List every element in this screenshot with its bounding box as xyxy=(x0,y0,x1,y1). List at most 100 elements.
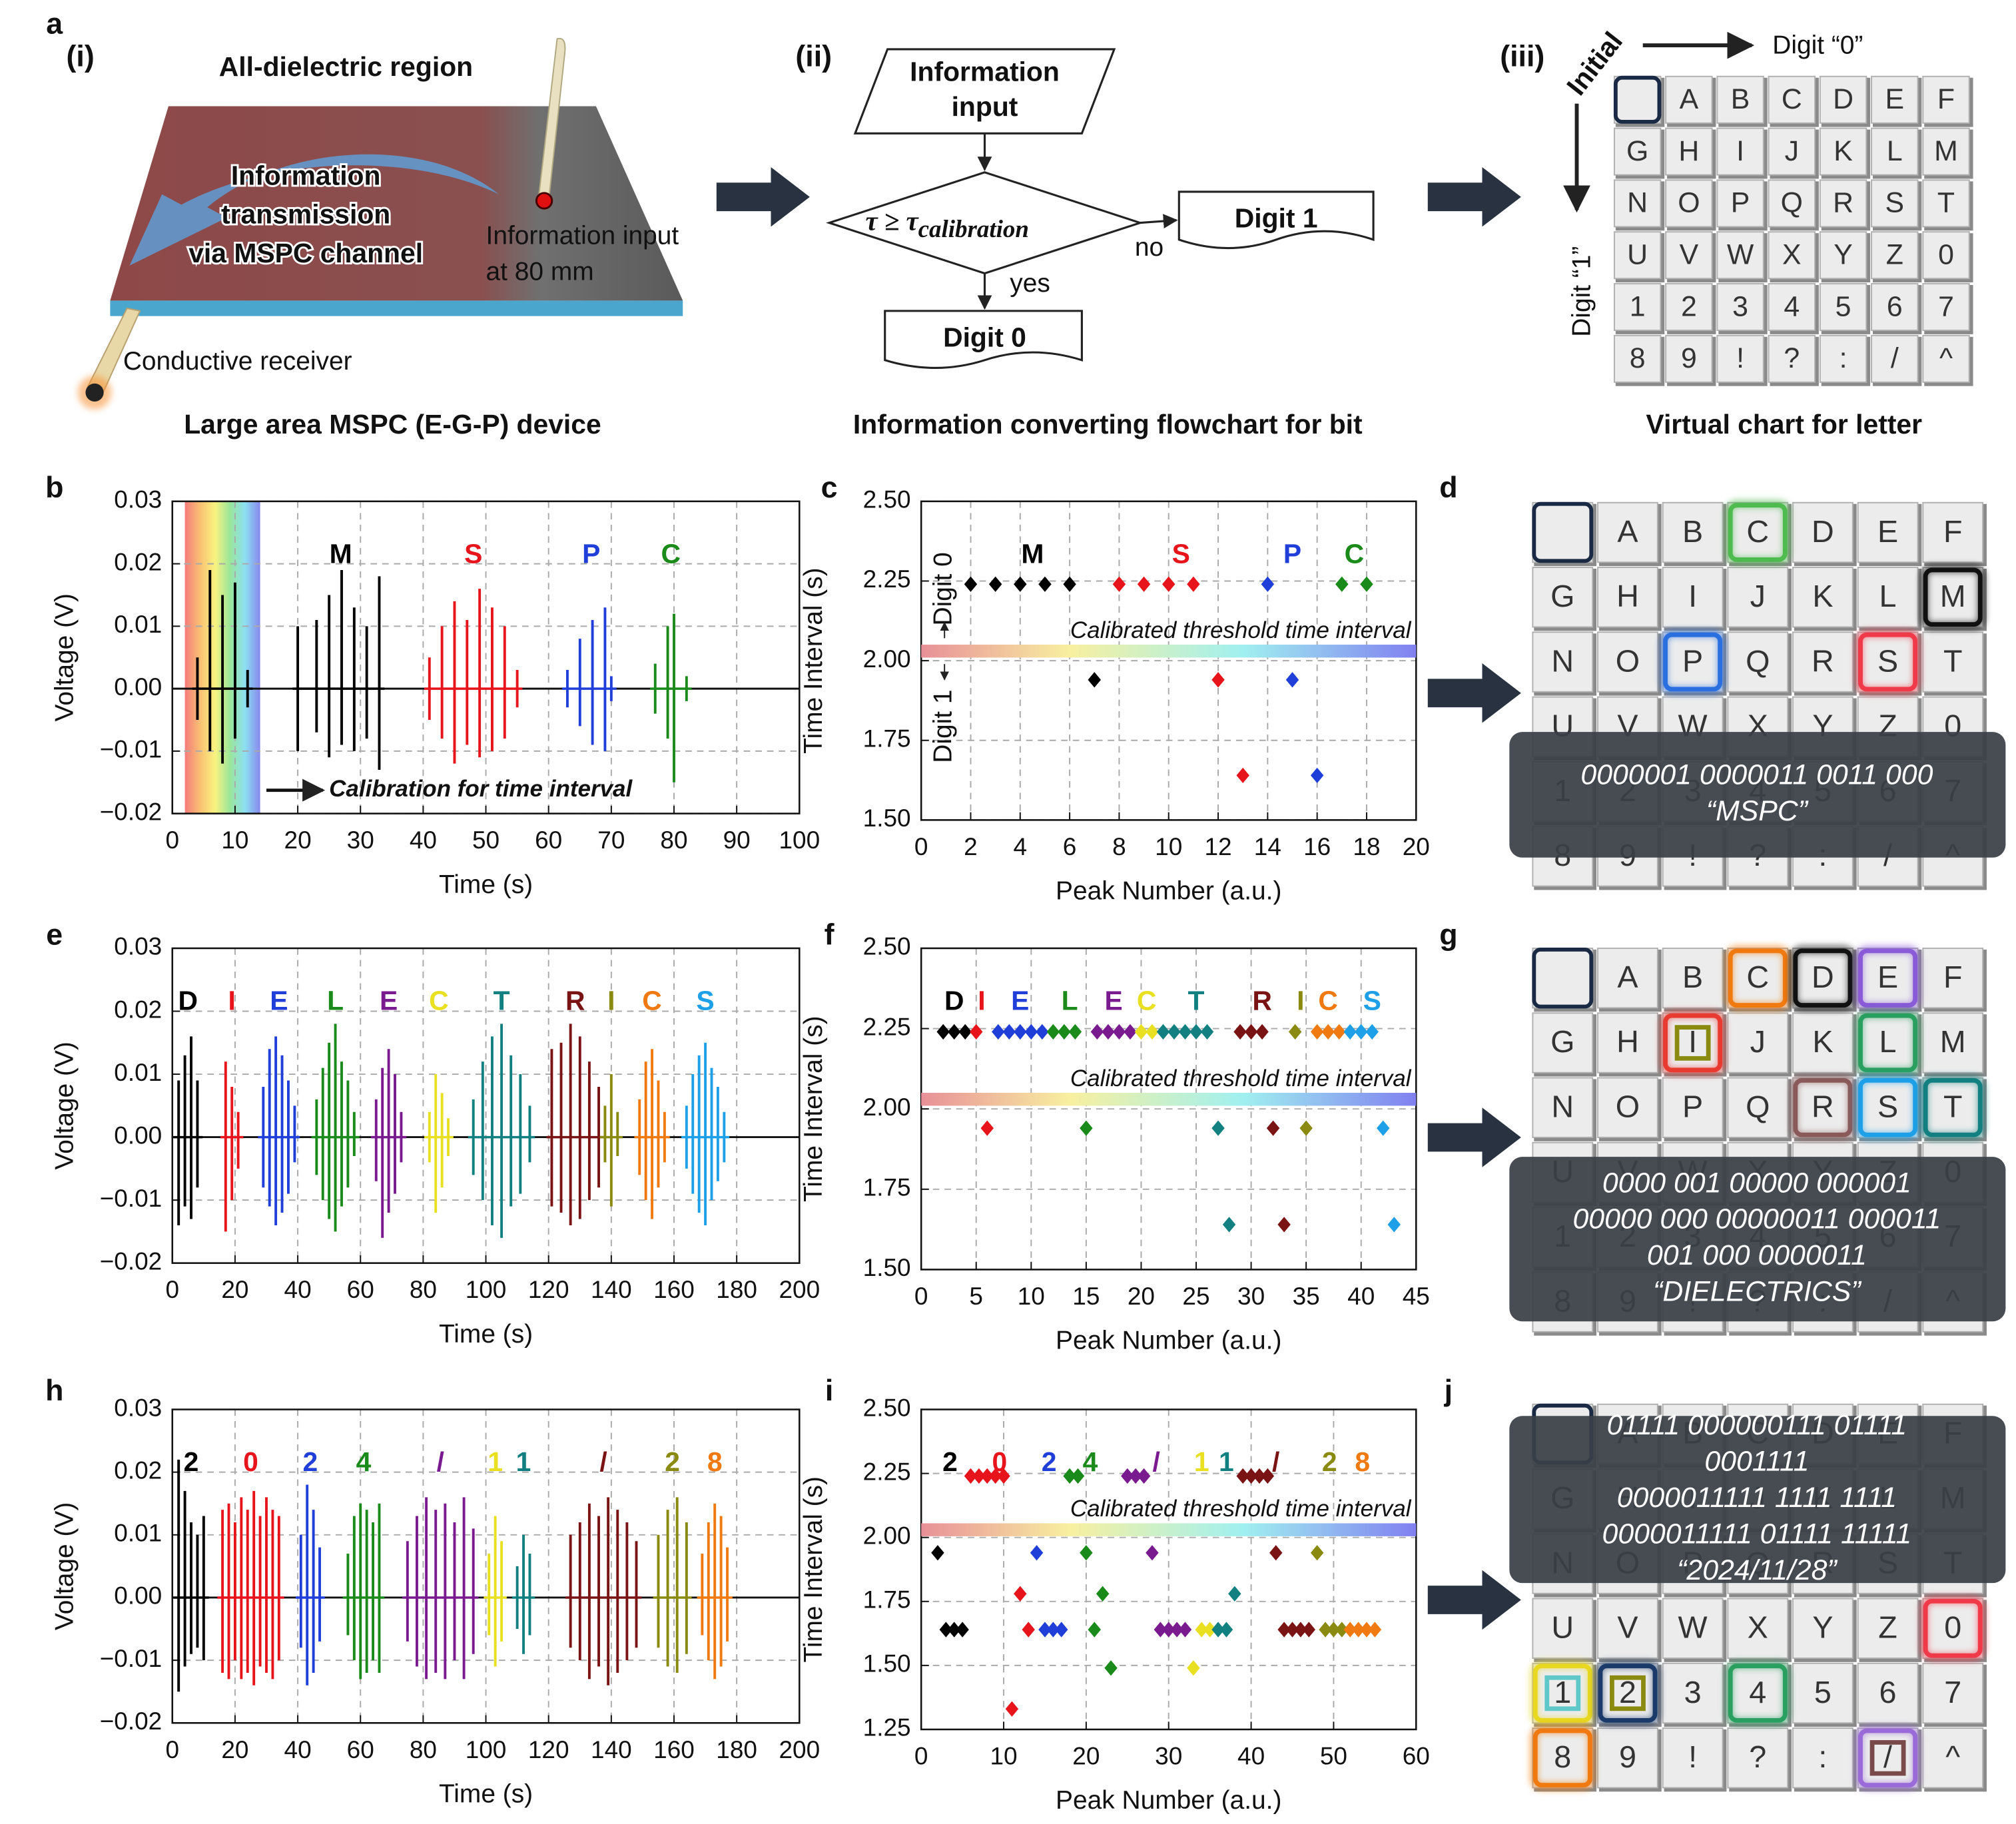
label: 5 xyxy=(969,1283,983,1310)
label: D xyxy=(944,985,964,1016)
point xyxy=(1112,576,1126,592)
cell xyxy=(1768,127,1816,176)
point xyxy=(1162,1622,1176,1638)
point xyxy=(1137,1468,1151,1484)
label: 10 xyxy=(221,826,248,854)
point xyxy=(1211,672,1225,688)
label: 20 xyxy=(1072,1743,1100,1770)
label: B xyxy=(1731,83,1750,115)
cell xyxy=(1716,231,1764,280)
label: Digit 0 xyxy=(928,552,957,625)
initial-cell xyxy=(1613,75,1662,124)
cell xyxy=(1922,334,1970,383)
cell xyxy=(1768,231,1816,280)
cell xyxy=(1727,1727,1789,1789)
label: 40 xyxy=(410,826,437,854)
point xyxy=(1261,1468,1275,1484)
label: 00000 000 00000011 000011 xyxy=(1573,1203,1941,1235)
cell xyxy=(1665,179,1713,228)
label: Q xyxy=(1746,1089,1770,1124)
point xyxy=(1170,1622,1183,1638)
label: 4 xyxy=(356,1446,372,1477)
cell xyxy=(1819,283,1867,332)
label: I xyxy=(607,985,615,1016)
cell xyxy=(1662,1727,1724,1789)
label: i xyxy=(825,1374,833,1407)
highlight xyxy=(1858,948,1918,1008)
label: Time (s) xyxy=(439,1320,533,1349)
cell xyxy=(1922,567,1984,628)
block-arrow xyxy=(1427,1107,1521,1167)
label: Information converting flowchart for bit xyxy=(853,409,1363,440)
label: : xyxy=(1818,1739,1827,1774)
label: 2.00 xyxy=(863,1522,911,1549)
cell xyxy=(1613,179,1662,228)
label: 1.25 xyxy=(863,1714,911,1741)
label: 180 xyxy=(716,1736,757,1763)
label: N xyxy=(1551,1089,1574,1124)
label: 25 xyxy=(1182,1283,1209,1310)
point xyxy=(1365,1024,1379,1040)
label: P xyxy=(1682,1089,1703,1124)
label: M xyxy=(1940,1024,1966,1059)
cell xyxy=(1532,947,1594,1009)
label: 4 xyxy=(1014,833,1028,860)
label: C xyxy=(1782,83,1802,115)
point xyxy=(1038,1622,1052,1638)
point xyxy=(1154,1622,1168,1638)
point xyxy=(1146,1545,1159,1561)
cell xyxy=(1662,1662,1724,1724)
point xyxy=(992,1024,1005,1040)
cell xyxy=(1792,1598,1853,1659)
cell xyxy=(1727,1598,1789,1659)
label: 20 xyxy=(284,826,312,854)
highlight xyxy=(1728,1664,1788,1723)
point xyxy=(1332,1024,1346,1040)
label: 6 xyxy=(1063,833,1077,860)
highlight xyxy=(1923,1077,1983,1137)
cell xyxy=(1597,1598,1658,1659)
cell xyxy=(1857,1077,1919,1138)
label: 2 xyxy=(942,1446,958,1477)
point xyxy=(1319,1622,1332,1638)
label: / xyxy=(1152,1446,1160,1477)
plot-frame xyxy=(171,1408,801,1724)
label: at 80 mm xyxy=(486,258,594,286)
point xyxy=(1096,1586,1110,1602)
label: E xyxy=(380,985,398,1016)
cell xyxy=(1532,1598,1594,1659)
label: 001 000 0000011 xyxy=(1647,1239,1867,1271)
flow-arrow xyxy=(1140,214,1178,228)
cell xyxy=(1727,501,1789,563)
cell xyxy=(1768,179,1816,228)
label: E xyxy=(1011,985,1029,1016)
label: a xyxy=(46,7,63,41)
label: (iii) xyxy=(1500,39,1544,73)
label: Time (s) xyxy=(439,1779,533,1808)
cell xyxy=(1922,947,1984,1009)
label: J xyxy=(1785,135,1799,167)
cell xyxy=(1819,75,1867,124)
cell xyxy=(1597,501,1658,563)
label: I xyxy=(228,985,236,1016)
label: O xyxy=(1678,187,1700,219)
cell xyxy=(1532,1077,1594,1138)
cell xyxy=(1613,231,1662,280)
point xyxy=(1288,1024,1302,1040)
point xyxy=(1090,1024,1104,1040)
point xyxy=(1080,1120,1093,1136)
label: 1.75 xyxy=(863,1174,911,1201)
point xyxy=(1266,1120,1280,1136)
label: 8 xyxy=(707,1446,723,1477)
label: S xyxy=(696,985,714,1016)
overlay xyxy=(1509,1157,2006,1322)
cell xyxy=(1597,631,1658,693)
label: F xyxy=(1937,83,1955,115)
label: K xyxy=(1812,579,1833,613)
label: / xyxy=(1272,1446,1279,1477)
cell xyxy=(1665,334,1713,383)
highlight xyxy=(1923,567,1983,627)
highlight xyxy=(1858,1077,1918,1137)
label: R xyxy=(1812,643,1834,678)
point xyxy=(1038,576,1052,592)
